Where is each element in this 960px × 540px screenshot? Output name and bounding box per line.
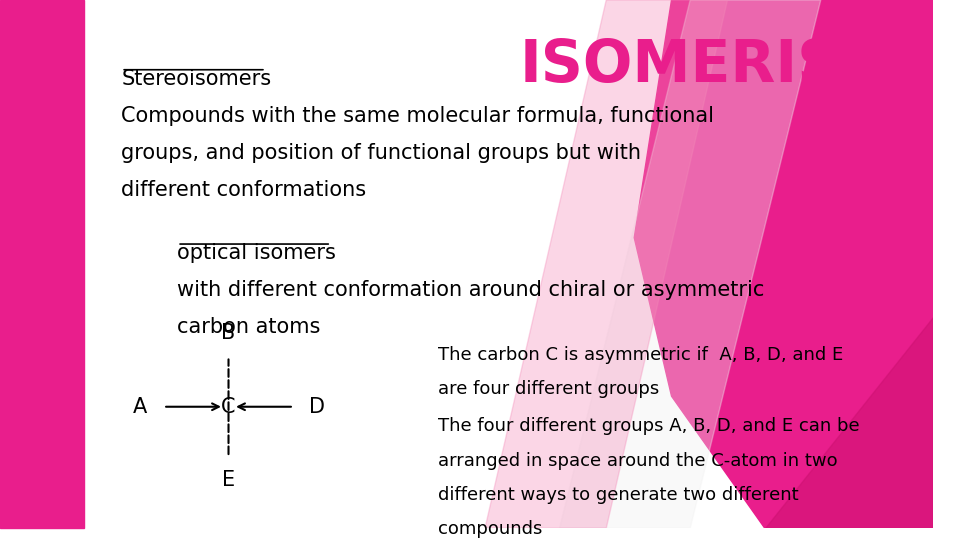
Text: compounds: compounds — [439, 521, 542, 538]
Polygon shape — [635, 0, 933, 528]
Polygon shape — [765, 317, 933, 528]
Text: are four different groups: are four different groups — [439, 380, 660, 399]
Polygon shape — [485, 0, 728, 528]
Text: The carbon C is asymmetric if  A, B, D, and E: The carbon C is asymmetric if A, B, D, a… — [439, 346, 844, 364]
Text: Stereoisomers: Stereoisomers — [121, 69, 272, 89]
Text: C: C — [221, 397, 236, 417]
Text: carbon atoms: carbon atoms — [178, 317, 321, 337]
Text: D: D — [309, 397, 325, 417]
Polygon shape — [0, 0, 84, 528]
Text: different ways to generate two different: different ways to generate two different — [439, 486, 799, 504]
Polygon shape — [560, 0, 821, 528]
Text: A: A — [132, 397, 147, 417]
Text: ISOMERISM: ISOMERISM — [519, 37, 898, 94]
Text: with different conformation around chiral or asymmetric: with different conformation around chira… — [178, 280, 764, 300]
Text: Compounds with the same molecular formula, functional: Compounds with the same molecular formul… — [121, 106, 714, 126]
Text: The four different groups A, B, D, and E can be: The four different groups A, B, D, and E… — [439, 417, 860, 435]
Text: different conformations: different conformations — [121, 180, 367, 200]
Text: groups, and position of functional groups but with: groups, and position of functional group… — [121, 143, 641, 163]
Text: arranged in space around the C-atom in two: arranged in space around the C-atom in t… — [439, 451, 838, 470]
Text: optical isomers: optical isomers — [178, 243, 336, 263]
Text: E: E — [222, 470, 235, 490]
Text: B: B — [222, 323, 235, 343]
